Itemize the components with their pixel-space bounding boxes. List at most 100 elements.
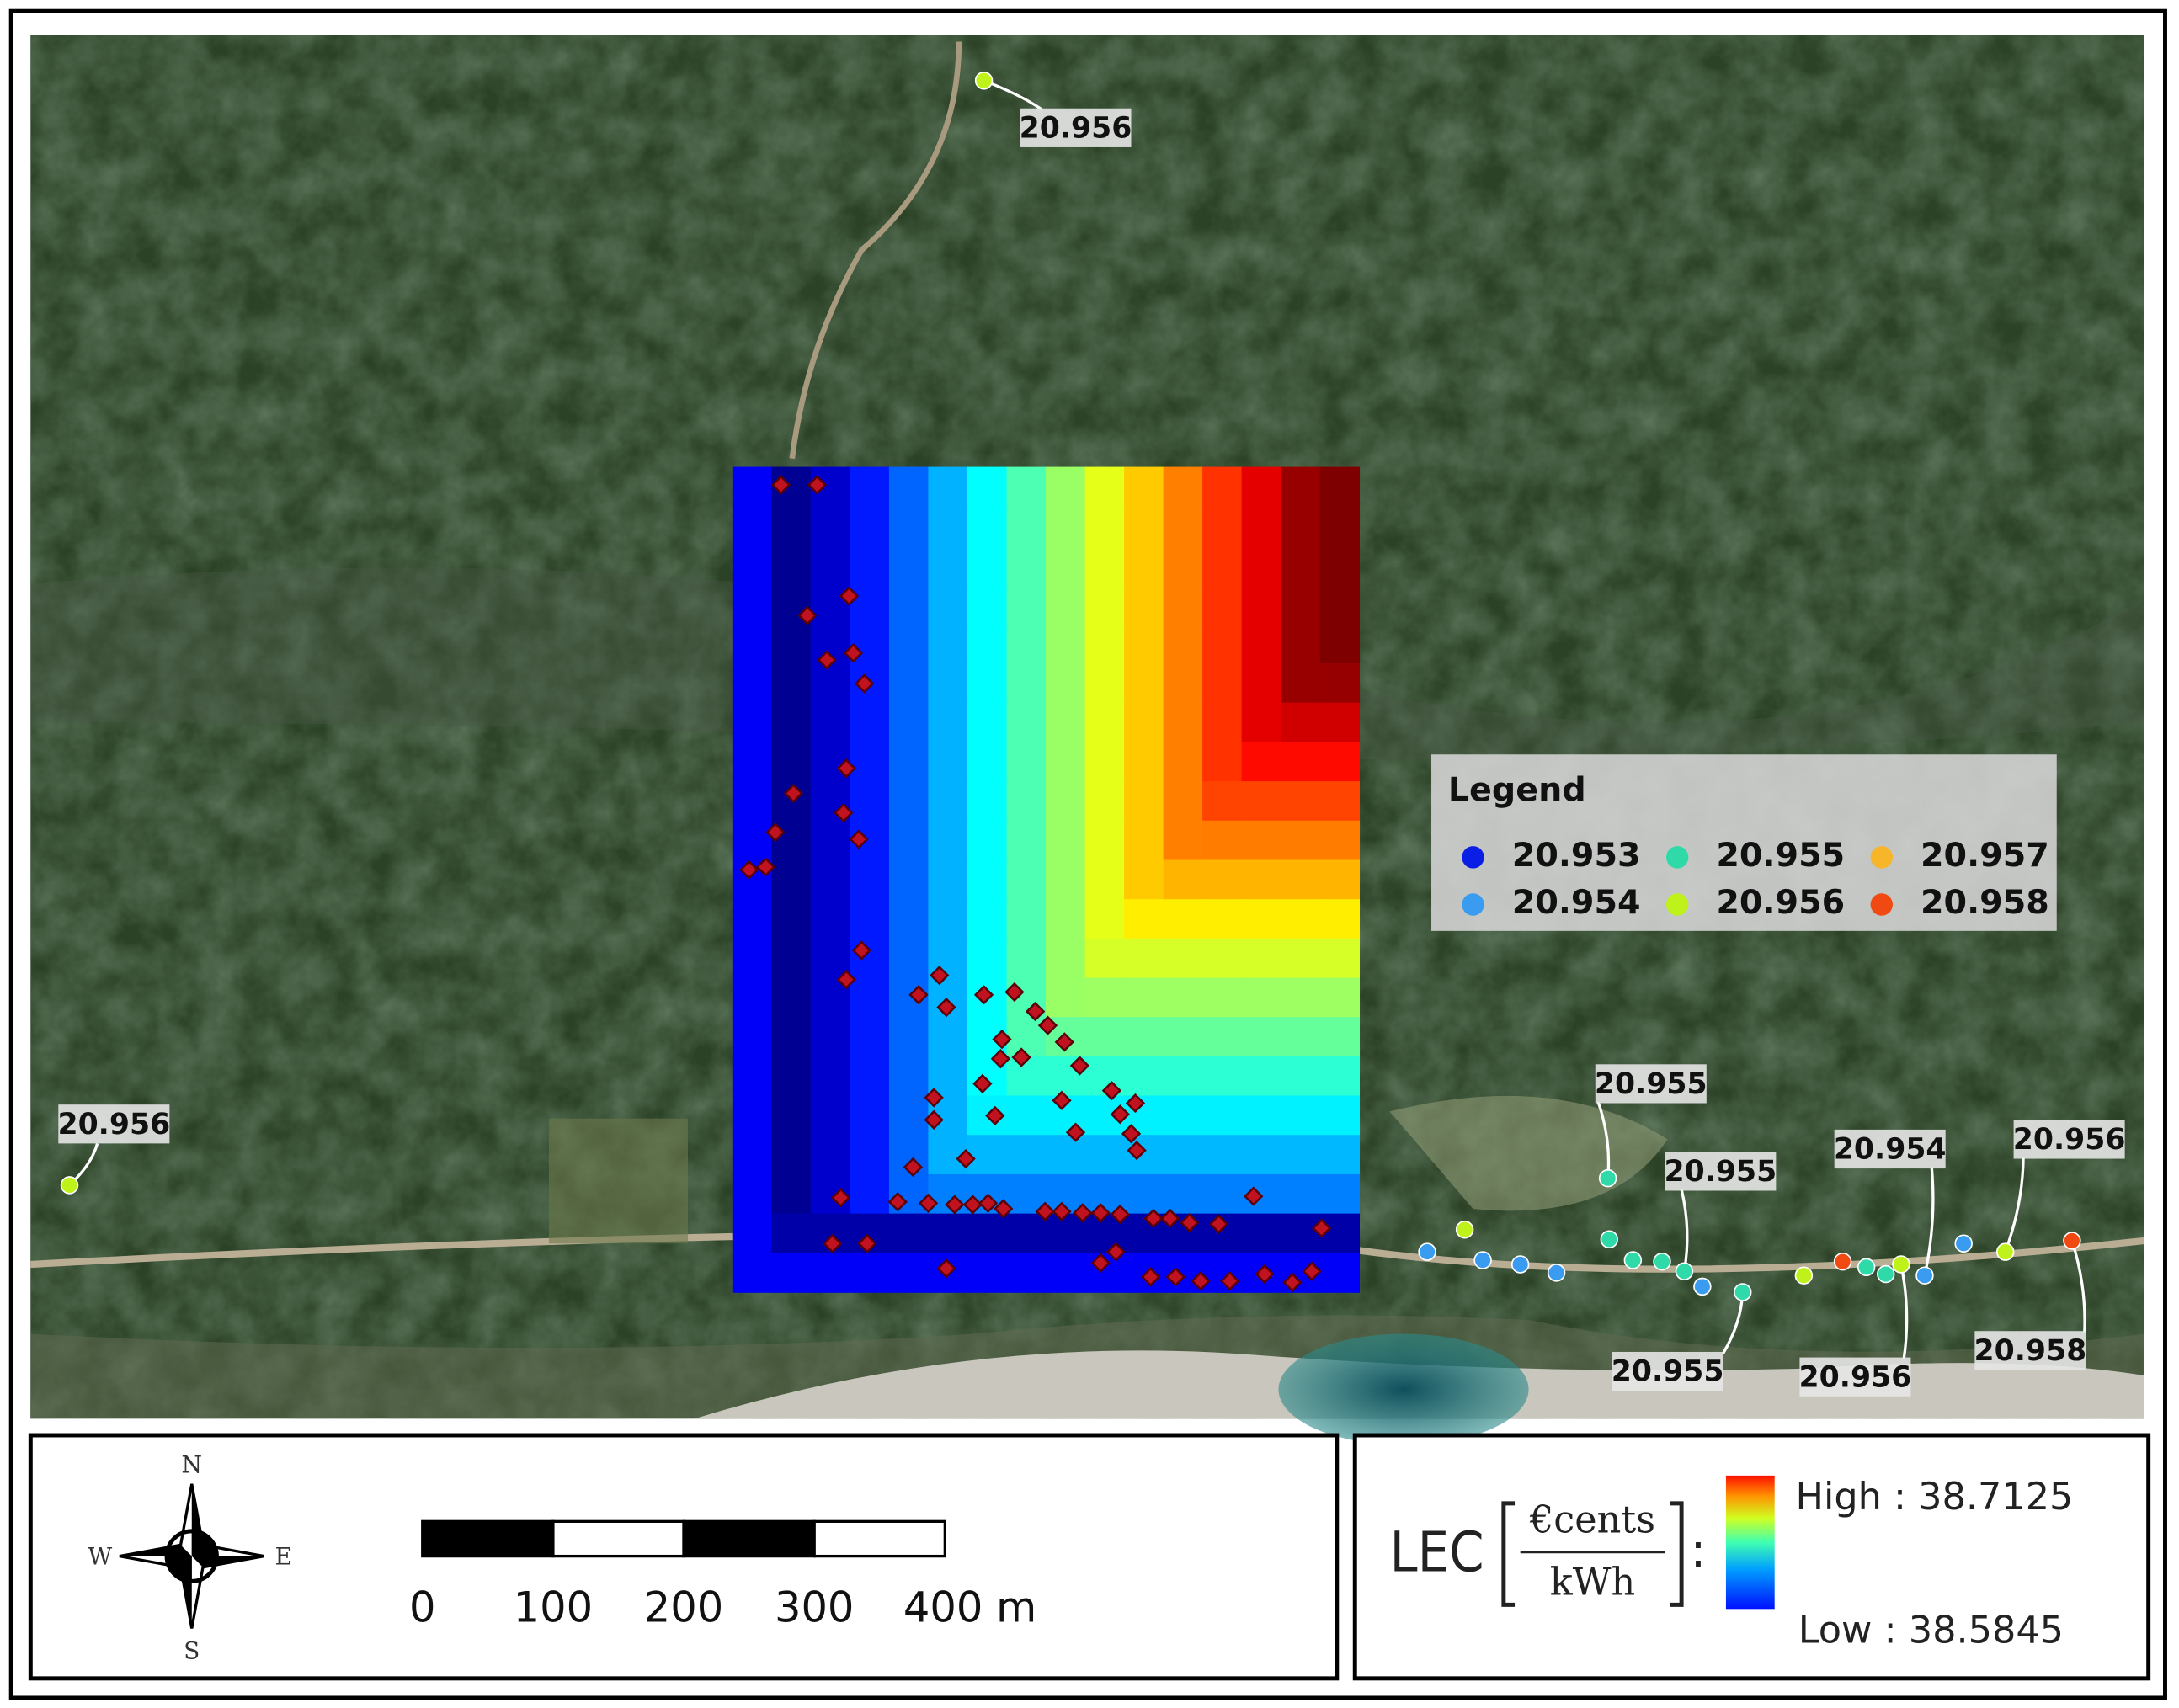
scale-bar: 0 100 200 300 400 m (409, 1519, 1036, 1631)
consumer-marker (962, 1195, 983, 1215)
heat-cell (771, 1017, 812, 1057)
heat-cell (810, 663, 851, 704)
heat-cell (850, 1173, 890, 1215)
heat-cell (1202, 1135, 1243, 1175)
heat-cell (850, 1253, 890, 1293)
consumer-marker (1191, 1271, 1211, 1291)
heat-cell (888, 663, 930, 704)
heat-cell (1163, 545, 1203, 586)
scale-label: 200 (644, 1583, 723, 1631)
heat-cell (1319, 1095, 1361, 1136)
heat-cell (1124, 1056, 1164, 1097)
heat-cell (1202, 702, 1243, 743)
consumer-marker (836, 969, 856, 990)
heat-cell (1319, 545, 1361, 586)
heat-cell (1319, 663, 1361, 704)
point (1915, 1266, 1934, 1285)
heatmap (732, 466, 1361, 1293)
heat-cell (810, 820, 851, 861)
heat-cell (888, 1253, 930, 1293)
heat-cell (928, 545, 968, 586)
heat-cell (1319, 781, 1361, 822)
heat-cell (928, 859, 968, 900)
legend-swatch (1870, 893, 1893, 916)
heat-cell (1319, 977, 1361, 1019)
consumer-marker (973, 985, 994, 1005)
heat-cell (1006, 1253, 1047, 1293)
heat-cell (928, 899, 968, 939)
heat-cell (1241, 702, 1281, 743)
heat-cell (1046, 1213, 1086, 1254)
consumer-marker (839, 586, 860, 606)
leader-line (2004, 1157, 2025, 1253)
heat-cell (850, 702, 890, 743)
heat-cell (1319, 506, 1361, 546)
heat-cell (967, 1213, 1008, 1254)
consumer-marker (1244, 1186, 1264, 1206)
consumer-marker (1065, 1122, 1086, 1142)
heat-cell (1124, 506, 1164, 546)
consumer-marker (1282, 1272, 1303, 1293)
scale-segment (421, 1519, 555, 1558)
consumer-marker (1143, 1208, 1164, 1229)
scale-label: 300 (775, 1583, 854, 1631)
heat-cell (1046, 466, 1086, 508)
heat-cell (1281, 506, 1321, 546)
heat-cell (732, 466, 773, 508)
point (1418, 1242, 1436, 1261)
consumer-marker (990, 1049, 1011, 1069)
heat-cell (1241, 1213, 1281, 1254)
heat-cell (888, 859, 930, 900)
heat-cell (1124, 938, 1164, 979)
heat-cell (928, 781, 968, 822)
heat-cell (1163, 938, 1203, 979)
heat-cell (888, 781, 930, 822)
point-label: 20.956 (2013, 1123, 2126, 1157)
point (1857, 1258, 1876, 1277)
legend-label: 20.955 (1716, 836, 1845, 875)
heat-cell (928, 663, 968, 704)
heat-cell (771, 938, 812, 979)
heat-cell (1046, 584, 1086, 625)
heat-cell (1084, 781, 1125, 822)
heat-cell (1046, 702, 1086, 743)
color-bar (1725, 1475, 1775, 1610)
heat-cell (928, 1173, 968, 1215)
heat-cell (1006, 663, 1047, 704)
point (1734, 1283, 1752, 1301)
point (2063, 1232, 2081, 1250)
heat-cell (1202, 506, 1243, 546)
heat-cell (850, 859, 890, 900)
heat-cell (1241, 859, 1281, 900)
heat-cell (1046, 624, 1086, 664)
heat-cell (771, 859, 812, 900)
heat-cell (1163, 624, 1203, 664)
heat-cell (1319, 1017, 1361, 1057)
heat-cell (1319, 702, 1361, 743)
heat-cell (732, 899, 773, 939)
heat-cell (732, 1135, 773, 1175)
heat-cell (1084, 466, 1125, 508)
consumer-marker (1025, 1001, 1046, 1022)
consumer-marker (972, 1073, 993, 1094)
heat-cell (1006, 938, 1047, 979)
heat-cell (1163, 859, 1203, 900)
heat-cell (1202, 1056, 1243, 1097)
heat-cell (1281, 584, 1321, 625)
heat-cell (1084, 663, 1125, 704)
heat-cell (888, 506, 930, 546)
heat-cell (732, 781, 773, 822)
heat-cell (1006, 781, 1047, 822)
scale-label: 100 (514, 1583, 593, 1631)
heat-cell (967, 466, 1008, 508)
consumer-marker (978, 1193, 999, 1214)
heat-cell (1241, 1056, 1281, 1097)
heat-cell (1202, 742, 1243, 782)
point (1623, 1251, 1643, 1269)
north-arrow: N S W E (88, 1451, 292, 1665)
heat-cell (1006, 742, 1047, 782)
heat-cell (1281, 938, 1321, 979)
heat-cell (810, 584, 851, 625)
heat-cell (1202, 1253, 1243, 1293)
